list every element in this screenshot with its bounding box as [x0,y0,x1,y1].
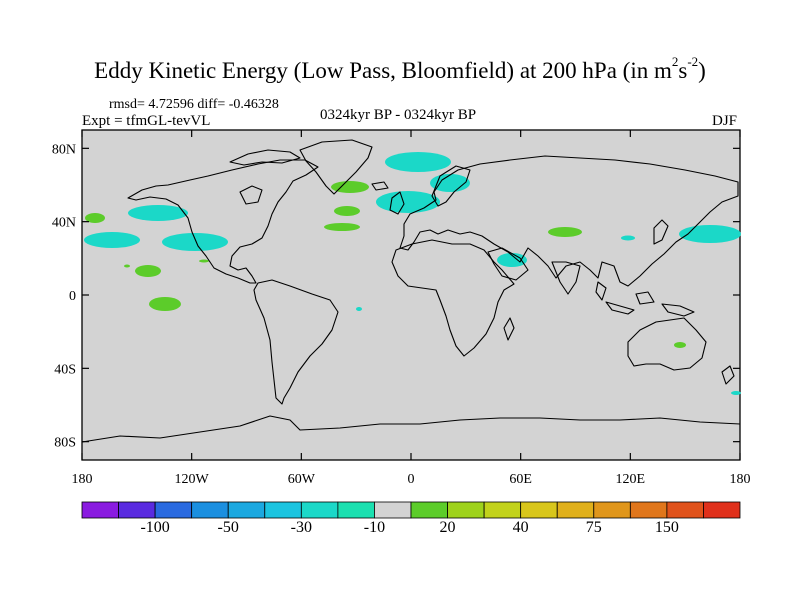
green-region-atlantic-south [324,223,360,231]
lon-tick-label: 120W [175,472,210,487]
coast-madagascar [503,317,515,341]
lon-tick-label: 0 [408,472,415,487]
colorbar-swatch [81,501,119,519]
lon-tick-label: 180 [730,472,751,487]
colorbar-swatch [410,501,448,519]
cyan-region-npacific [128,205,188,221]
coastlines [81,139,741,443]
lat-tick-label: 80N [52,142,76,157]
colorbar-label: -100 [140,519,170,536]
colorbar-label: 20 [439,519,456,536]
green-region-pacific-tropic [149,297,181,311]
colorbar-swatch [629,501,668,519]
title-text: Eddy Kinetic Energy (Low Pass, Bloomfiel… [94,58,672,83]
green-region-pacific-sub [135,265,161,277]
colorbar-swatch [447,501,485,519]
colorbar-swatch [227,501,266,519]
lat-tick-label: 0 [69,289,76,304]
coast-arctic-islands [229,149,301,166]
colorbar-label: -50 [217,519,239,536]
colorbar-swatch [118,501,156,519]
coast-new-guinea [661,303,695,317]
green-region-central-asia [548,227,582,237]
lon-tick-label: 60W [288,472,316,487]
rmsd-diff-text: rmsd= 4.72596 diff= -0.46328 [109,97,279,112]
colorbar [81,501,741,519]
period-text: 0324kyr BP - 0324kyr BP [320,107,477,123]
cyan-region-arctic [385,152,451,172]
colorbar-swatch [556,501,595,519]
colorbar-swatch [483,501,522,519]
coast-antarctica [81,415,741,443]
plot-title: Eddy Kinetic Energy (Low Pass, Bloomfiel… [0,54,800,84]
coast-arabia [487,247,529,281]
cyan-region-arabia [497,253,527,267]
coast-india [551,261,581,295]
title-sup-2: 2 [671,54,679,69]
coast-greenland [299,139,373,195]
colorbar-swatch [337,501,375,519]
cyan-region-southern [731,391,741,395]
cyan-region-npacific-east [679,225,741,243]
coast-iceland [371,181,389,191]
lat-tick-label: 40N [52,216,76,231]
coast-japan [653,219,669,245]
lon-tick-label: 120E [616,472,646,487]
colorbar-swatch [666,501,704,519]
cyan-region-pacific-west [84,232,140,248]
coast-hudson-bay [239,185,263,205]
season-text: DJF [712,113,738,129]
cyan-region-pacific-east [162,233,228,251]
title-sup-minus2: -2 [687,54,699,69]
colorbar-swatch [154,501,193,519]
cyan-region-natlantic [376,191,440,213]
colorbar-swatch [191,501,229,519]
coast-indonesia [605,301,635,315]
colorbar-label: -10 [363,519,386,536]
map-axes: 80N 40N 0 40S 80S 180 120W 60W 0 60E 120E 180 [52,130,751,487]
colorbar-label: 40 [512,519,529,536]
colorbar-swatch [374,501,412,519]
colorbar-label: 150 [654,519,679,536]
coast-australia [627,317,707,371]
cyan-region-china [621,235,635,241]
coast-borneo [635,291,655,305]
green-region-australia [674,342,686,348]
colorbar-swatch [264,501,302,519]
cyan-region-atlantic-small [356,307,362,311]
map-background [81,129,741,461]
coast-north-america [127,159,319,284]
colorbar-label: 75 [585,519,602,536]
green-region-mexico [199,259,209,263]
coast-eurasia [399,155,739,287]
coast-africa [391,239,515,357]
coast-new-zealand [721,365,735,385]
title-close: ) [698,58,706,83]
coast-scandinavia [431,165,471,207]
green-region-greenland [331,181,369,193]
coast-indochina [595,281,607,301]
coast-britain [389,191,405,215]
lat-tick-label: 80S [54,436,76,451]
colorbar-swatch [703,501,741,519]
lon-tick-label: 180 [72,472,93,487]
lon-tick-label: 60E [509,472,532,487]
lat-tick-label: 40S [54,362,76,377]
green-region-atlantic [334,206,360,216]
colorbar-swatch [300,501,339,519]
green-region-hawaii [124,264,130,268]
colorbar-swatch [593,501,631,519]
green-region-dateline [85,213,105,223]
colorbar-label: -30 [290,519,312,536]
colorbar-swatch [520,501,558,519]
expt-text: Expt = tfmGL-tevVL [82,113,211,129]
title-s: s [678,58,688,83]
coast-south-america [253,279,339,405]
